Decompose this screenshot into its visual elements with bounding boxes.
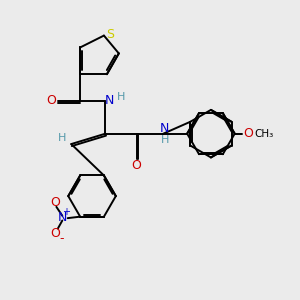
- Text: O: O: [132, 159, 142, 172]
- Text: +: +: [62, 207, 70, 217]
- Text: CH₃: CH₃: [254, 129, 274, 139]
- Text: N: N: [104, 94, 114, 107]
- Text: N: N: [160, 122, 170, 135]
- Text: S: S: [106, 28, 115, 40]
- Text: -: -: [59, 232, 64, 244]
- Text: O: O: [243, 127, 253, 140]
- Text: H: H: [161, 135, 169, 145]
- Text: H: H: [117, 92, 125, 102]
- Text: O: O: [46, 94, 56, 107]
- Text: O: O: [50, 196, 60, 209]
- Text: O: O: [50, 226, 60, 239]
- Text: N: N: [58, 211, 67, 224]
- Text: H: H: [58, 133, 67, 142]
